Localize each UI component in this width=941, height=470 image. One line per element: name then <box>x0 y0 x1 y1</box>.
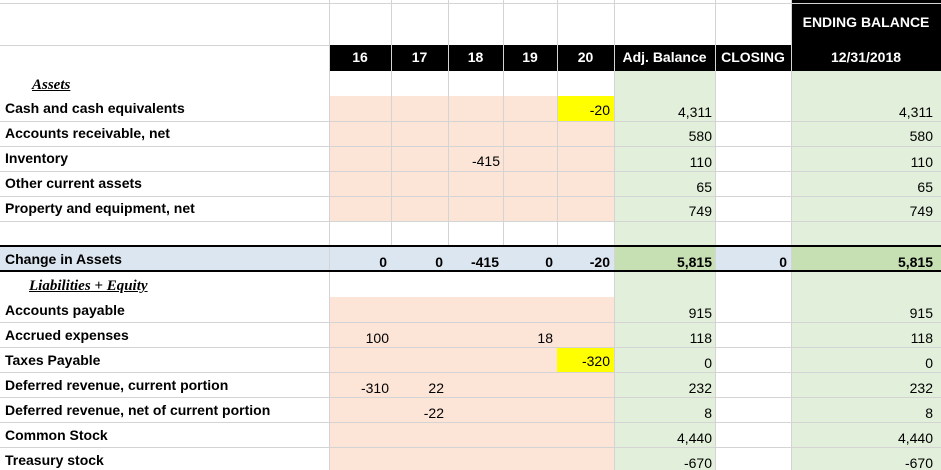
cell-ending[interactable]: 65 <box>917 179 933 195</box>
cell-ending[interactable]: 4,440 <box>897 430 933 446</box>
cell-c20[interactable]: -20 <box>589 102 610 118</box>
cell-c20[interactable]: -320 <box>581 353 610 369</box>
row-label: Deferred revenue, current portion <box>5 377 229 393</box>
col-header-16: 16 <box>352 49 368 65</box>
cell-ending[interactable]: -670 <box>904 455 933 470</box>
yellow-highlight-taxes <box>557 347 614 372</box>
yellow-highlight-cash <box>557 96 614 121</box>
col-header-18: 18 <box>467 49 484 65</box>
cell-c17[interactable]: -22 <box>423 405 444 421</box>
total-row-band <box>0 247 941 271</box>
cell-c16[interactable]: -310 <box>360 380 389 396</box>
row-label: Accrued expenses <box>5 327 129 343</box>
col-header-adj-balance: Adj. Balance <box>622 49 707 65</box>
cell-adj[interactable]: 0 <box>704 355 712 371</box>
cell-ending[interactable]: 749 <box>909 203 933 219</box>
cell-ending[interactable]: 915 <box>909 305 933 321</box>
cell-ending[interactable]: 118 <box>910 330 933 346</box>
cell-ending[interactable]: 580 <box>909 128 933 144</box>
cell-adj[interactable]: 118 <box>689 330 712 346</box>
row-label: Other current assets <box>5 175 142 191</box>
col-header-17: 17 <box>411 49 428 65</box>
row-label: Common Stock <box>5 427 108 443</box>
cell-adj[interactable]: -670 <box>683 455 712 470</box>
row-label: Property and equipment, net <box>5 200 195 216</box>
row-label: Treasury stock <box>5 452 104 468</box>
cell-ending[interactable]: 5,815 <box>897 254 933 270</box>
cell-c18[interactable]: -415 <box>470 254 499 270</box>
col-header-ending-date: 12/31/2018 <box>830 49 902 65</box>
row-label: Cash and cash equivalents <box>5 100 185 116</box>
cell-c18[interactable]: -415 <box>471 153 500 169</box>
cell-adj[interactable]: 8 <box>704 405 712 421</box>
cell-ending[interactable]: 0 <box>925 355 933 371</box>
cell-adj[interactable]: 232 <box>688 380 712 396</box>
ending-balance-header: ENDING BALANCE <box>802 14 930 30</box>
cell-c16[interactable]: 0 <box>379 254 387 270</box>
cell-c19[interactable]: 18 <box>537 330 553 346</box>
cell-adj[interactable]: 4,311 <box>678 104 712 120</box>
liabilities-section-label: Liabilities + Equity <box>29 278 148 294</box>
col-header-20: 20 <box>577 49 594 65</box>
row-label: Accounts payable <box>5 302 125 318</box>
row-label: Taxes Payable <box>5 352 101 368</box>
col-header-19: 19 <box>522 49 538 65</box>
total-green-ending <box>791 247 941 271</box>
cell-adj[interactable]: 65 <box>696 179 712 195</box>
cell-c16[interactable]: 100 <box>365 330 389 346</box>
cell-c17[interactable]: 22 <box>428 380 444 396</box>
cell-adj[interactable]: 4,440 <box>676 430 712 446</box>
row-label: Accounts receivable, net <box>5 125 170 141</box>
cell-c17[interactable]: 0 <box>435 254 443 270</box>
row-label: Change in Assets <box>5 251 122 267</box>
cell-adj[interactable]: 580 <box>688 128 712 144</box>
row-label: Inventory <box>5 150 69 166</box>
cell-c20[interactable]: -20 <box>589 254 610 270</box>
cell-adj[interactable]: 5,815 <box>676 254 712 270</box>
total-green-adj <box>614 247 715 271</box>
cell-c19[interactable]: 0 <box>545 254 553 270</box>
cell-closing[interactable]: 0 <box>779 254 787 270</box>
col-header-closing: CLOSING <box>721 49 785 65</box>
cell-ending[interactable]: 110 <box>910 154 933 170</box>
row-label: Deferred revenue, net of current portion <box>5 402 271 418</box>
cell-ending[interactable]: 8 <box>925 405 933 421</box>
assets-section-label: Assets <box>32 77 71 93</box>
cell-adj[interactable]: 110 <box>689 154 712 170</box>
cell-adj[interactable]: 749 <box>688 203 712 219</box>
peach-block-liabilities <box>329 297 614 470</box>
cell-ending[interactable]: 4,311 <box>899 104 933 120</box>
ending-balance-header-block <box>791 0 941 71</box>
cell-adj[interactable]: 915 <box>688 305 712 321</box>
cell-ending[interactable]: 232 <box>909 380 933 396</box>
